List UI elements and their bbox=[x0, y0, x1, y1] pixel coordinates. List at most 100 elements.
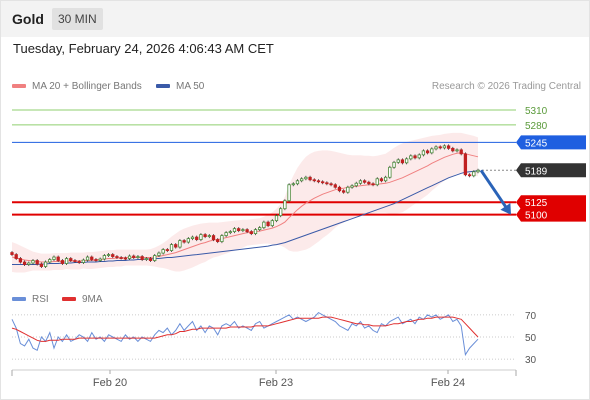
candle-body bbox=[90, 256, 94, 260]
candle-body bbox=[363, 180, 367, 183]
level-box-5189 bbox=[516, 163, 586, 178]
candle-body bbox=[350, 185, 354, 188]
candle-body bbox=[161, 249, 165, 254]
header-bar: Gold 30 MIN bbox=[1, 1, 589, 37]
legend-ma50-label: MA 50 bbox=[176, 81, 205, 92]
candle-body bbox=[476, 169, 480, 173]
candle-body bbox=[400, 159, 405, 164]
candle-body bbox=[64, 258, 69, 264]
level-label-5125: 5125 bbox=[525, 198, 548, 209]
candle-body bbox=[304, 176, 308, 180]
candle-body bbox=[371, 183, 375, 186]
candle-body bbox=[56, 256, 60, 261]
candle-body bbox=[392, 161, 396, 168]
level-label-5100: 5100 bbox=[525, 211, 548, 222]
candle-body bbox=[295, 180, 300, 185]
level-label-5189: 5189 bbox=[525, 166, 548, 177]
ma20-swatch bbox=[12, 84, 26, 89]
candle-body bbox=[174, 244, 178, 248]
candle-body bbox=[123, 257, 127, 260]
x-tick-label: Feb 20 bbox=[93, 377, 127, 389]
rsi-ma-swatch bbox=[62, 297, 76, 302]
candle-body bbox=[178, 240, 182, 248]
candle-body bbox=[211, 235, 216, 240]
timeframe-badge[interactable]: 30 MIN bbox=[52, 8, 103, 30]
candle-body bbox=[157, 252, 161, 256]
candle-body bbox=[316, 180, 321, 183]
candle-body bbox=[459, 149, 463, 155]
candle-body bbox=[43, 261, 48, 267]
legend-9ma: 9MA bbox=[62, 294, 103, 305]
ma50-line bbox=[12, 170, 479, 265]
candle-body bbox=[102, 255, 107, 260]
candle-body bbox=[144, 258, 148, 260]
ma20-line bbox=[11, 152, 479, 263]
candle-body bbox=[77, 261, 81, 263]
candle-body bbox=[249, 231, 253, 235]
candle-body bbox=[245, 229, 249, 233]
candle-body bbox=[94, 259, 98, 261]
candle-body bbox=[467, 174, 472, 177]
candle-body bbox=[358, 180, 363, 184]
bollinger-band-fill bbox=[12, 132, 478, 273]
candle-body bbox=[446, 145, 451, 149]
legend-ma20-label: MA 20 + Bollinger Bands bbox=[32, 81, 142, 92]
candle-body bbox=[153, 255, 157, 261]
candle-body bbox=[115, 256, 119, 258]
candle-body bbox=[262, 221, 266, 229]
rsi-tick-label: 70 bbox=[525, 311, 537, 322]
candle-body bbox=[35, 260, 39, 265]
candle-body bbox=[396, 159, 400, 163]
candle-body bbox=[228, 231, 232, 234]
candle-body bbox=[106, 254, 111, 256]
candle-body bbox=[258, 227, 262, 231]
candle-body bbox=[136, 256, 140, 258]
candle-body bbox=[253, 229, 258, 235]
timestamp: Tuesday, February 24, 2026 4:06:43 AM CE… bbox=[13, 41, 274, 56]
candle-body bbox=[119, 257, 123, 259]
credit: Research © 2026 Trading Central bbox=[431, 81, 581, 92]
candle-body bbox=[14, 254, 18, 259]
candle-body bbox=[333, 184, 337, 188]
candle-body bbox=[375, 178, 379, 186]
candle-body bbox=[325, 182, 329, 185]
candle-body bbox=[451, 147, 455, 152]
candle-body bbox=[321, 181, 325, 184]
candle-body bbox=[220, 235, 224, 242]
candle-body bbox=[279, 208, 283, 217]
candle-body bbox=[60, 260, 65, 264]
candle-body bbox=[404, 158, 409, 164]
candle-body bbox=[27, 262, 31, 265]
candle-body bbox=[31, 260, 35, 264]
candle-body bbox=[472, 171, 476, 177]
candle-body bbox=[69, 258, 73, 261]
candle-body bbox=[111, 254, 115, 257]
candle-body bbox=[10, 252, 14, 255]
candle-body bbox=[438, 146, 442, 149]
level-label-5280: 5280 bbox=[525, 121, 548, 132]
candle-body bbox=[216, 239, 220, 242]
candle-body bbox=[165, 249, 169, 251]
candle-body bbox=[409, 155, 413, 160]
candle-body bbox=[207, 235, 211, 238]
candle-body bbox=[186, 238, 190, 243]
level-box-5100 bbox=[516, 207, 586, 222]
candle-body bbox=[346, 186, 350, 193]
level-label-5245: 5245 bbox=[525, 138, 548, 149]
candle-body bbox=[337, 186, 342, 192]
candle-body bbox=[308, 176, 312, 181]
candle-body bbox=[39, 263, 44, 267]
candle-body bbox=[413, 155, 417, 159]
candle-body bbox=[354, 182, 358, 187]
legend-rsi-label: RSI bbox=[32, 294, 49, 305]
candle-body bbox=[148, 258, 153, 261]
candle-body bbox=[81, 259, 86, 263]
candle-body bbox=[195, 236, 199, 240]
candle-body bbox=[455, 149, 459, 152]
rsi-line bbox=[11, 311, 479, 357]
projection-arrow-head bbox=[500, 203, 511, 215]
candle-body bbox=[329, 183, 333, 186]
candle-body bbox=[224, 232, 228, 237]
projection-arrow-shaft bbox=[479, 169, 509, 210]
